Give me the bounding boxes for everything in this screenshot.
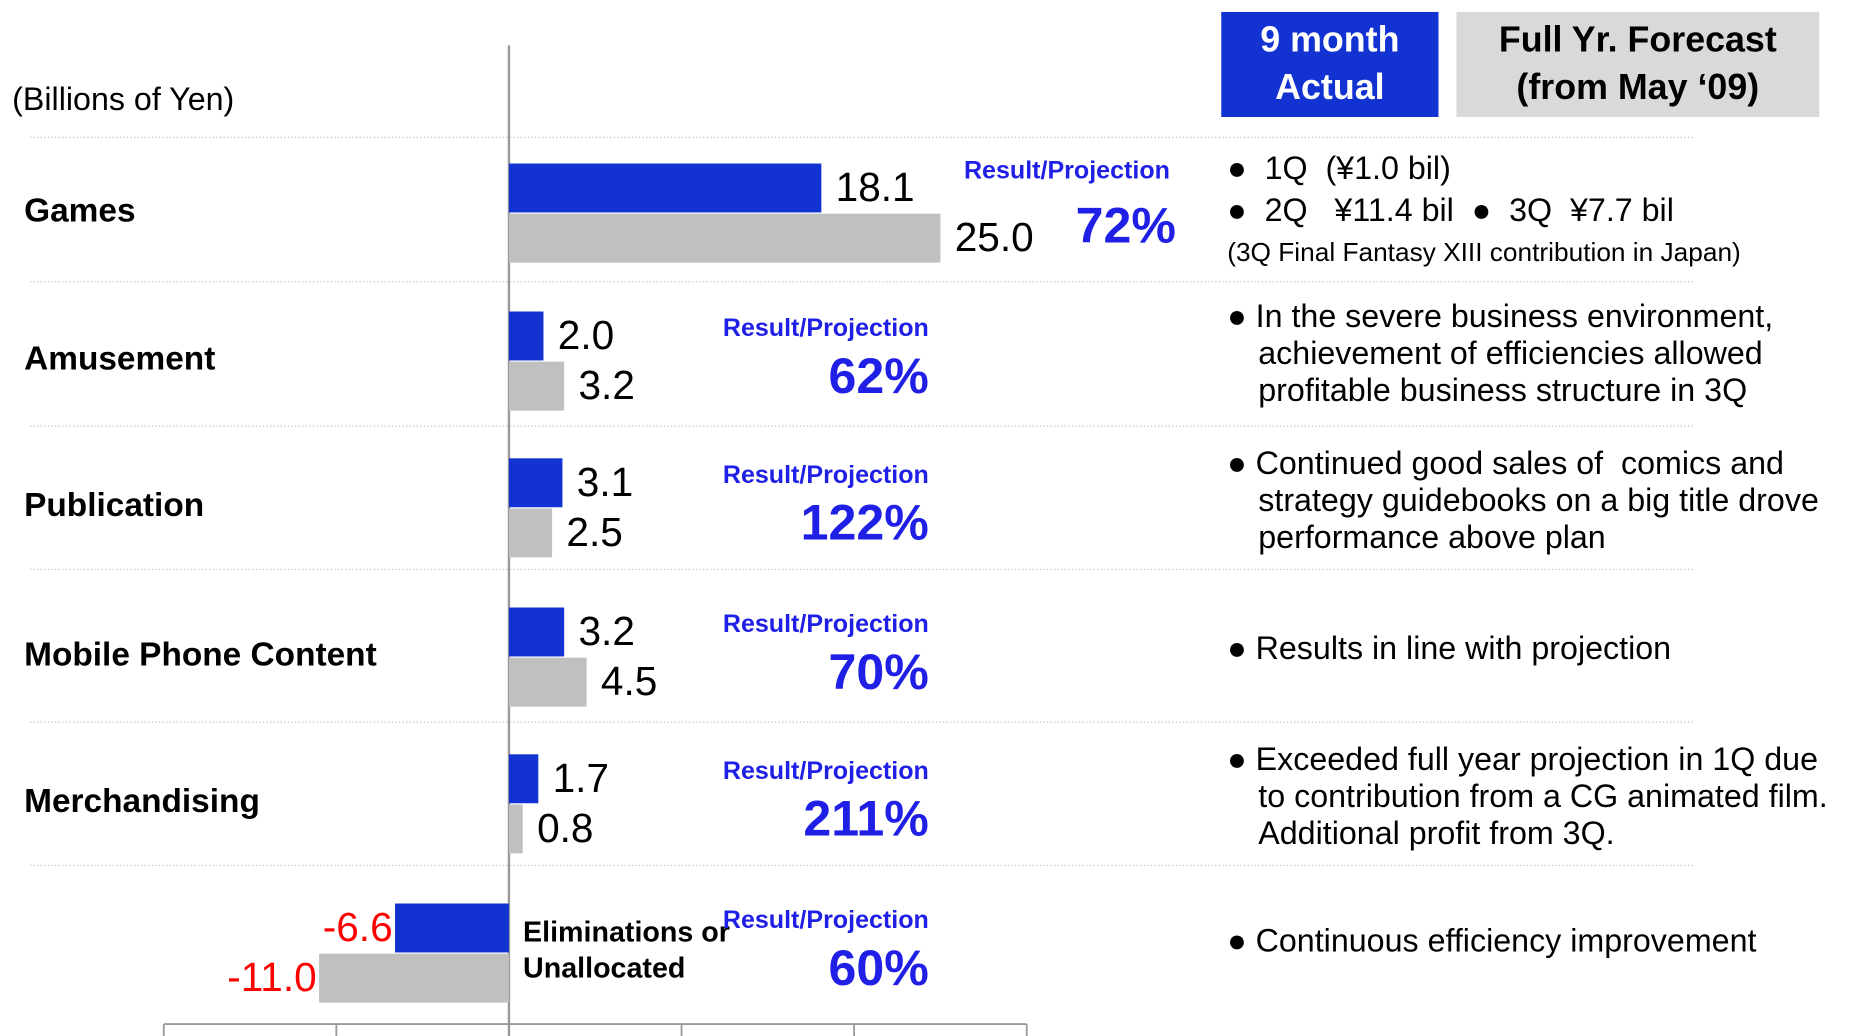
category-label: Games: [24, 192, 135, 229]
note-line: strategy guidebooks on a big title drove: [1258, 482, 1819, 518]
note-line: profitable business structure in 3Q: [1258, 372, 1747, 408]
category-label: Merchandising: [24, 783, 260, 820]
ratio-value: 122%: [801, 495, 929, 551]
bar: [395, 903, 509, 953]
ratio-value: 72%: [1076, 197, 1176, 253]
bar: [319, 953, 509, 1003]
bar: [508, 804, 523, 854]
note-line: ● Results in line with projection: [1227, 630, 1671, 666]
ratio-title: Result/Projection: [723, 314, 929, 342]
ratio-title: Result/Projection: [723, 757, 929, 785]
legend-entry: Full Yr. Forecast (from May ‘09): [1498, 20, 1777, 108]
ratio-value: 70%: [829, 644, 929, 700]
bar: [508, 607, 565, 657]
note-line: ● Exceeded full year projection in 1Q du…: [1227, 741, 1818, 777]
ratio-title: Result/Projection: [723, 461, 929, 489]
note-line: to contribution from a CG animated film.: [1258, 778, 1827, 814]
bar: [508, 163, 822, 213]
ratio-title: Result/Projection: [964, 156, 1170, 184]
value-label: 18.1: [836, 164, 915, 210]
bar: [508, 657, 587, 707]
bar: [508, 213, 941, 263]
value-label: 0.8: [537, 805, 593, 851]
ratio-value: 211%: [803, 791, 928, 847]
note-line: achievement of efficiencies allowed: [1258, 335, 1762, 371]
unit-label: (Billions of Yen): [12, 81, 234, 117]
bar: [508, 508, 553, 558]
legend-swatch: [1221, 11, 1439, 117]
legend-text: 9 month Actual: [1260, 20, 1400, 108]
bar: [508, 311, 544, 361]
category-label: Mobile Phone Content: [24, 636, 377, 673]
legend-text: Full Yr. Forecast (from May ‘09): [1498, 20, 1777, 108]
note-line: ● Continuous efficiency improvement: [1227, 922, 1756, 958]
note-line: ● 1Q (¥1.0 bil): [1227, 150, 1451, 186]
ratio-title: Result/Projection: [723, 610, 929, 638]
value-label: 4.5: [601, 658, 657, 704]
bar: [508, 754, 539, 804]
category-label: Publication: [24, 487, 204, 524]
category-text: Eliminations or Unallocated: [523, 916, 730, 985]
value-label: 3.2: [578, 608, 634, 654]
value-label: 3.2: [578, 362, 634, 408]
note-line: (3Q Final Fantasy XIII contribution in J…: [1227, 237, 1741, 267]
note-line: ● In the severe business environment,: [1227, 298, 1773, 334]
bar: [508, 458, 563, 508]
legend-entry: 9 month Actual: [1260, 20, 1400, 108]
ratio-value: 60%: [829, 940, 929, 996]
value-label: 1.7: [553, 755, 609, 801]
value-label: 2.5: [566, 509, 622, 555]
note-line: ● 2Q ¥11.4 bil ● 3Q ¥7.7 bil: [1227, 192, 1674, 228]
bar: [508, 361, 565, 411]
value-label: 3.1: [577, 459, 633, 505]
note-line: ● Continued good sales of comics and: [1227, 445, 1784, 481]
value-label: 2.0: [558, 312, 614, 358]
value-label: 25.0: [955, 214, 1034, 260]
note-line: performance above plan: [1258, 519, 1605, 555]
ratio-title: Result/Projection: [723, 906, 929, 934]
ratio-value: 62%: [829, 348, 929, 404]
category-label: Amusement: [24, 340, 215, 377]
value-label: -6.6: [323, 904, 393, 950]
note-line: Additional profit from 3Q.: [1258, 815, 1614, 851]
category-label: Eliminations or Unallocated: [523, 916, 730, 985]
legend-swatch: [1456, 11, 1820, 117]
value-label: -11.0: [227, 954, 316, 1000]
